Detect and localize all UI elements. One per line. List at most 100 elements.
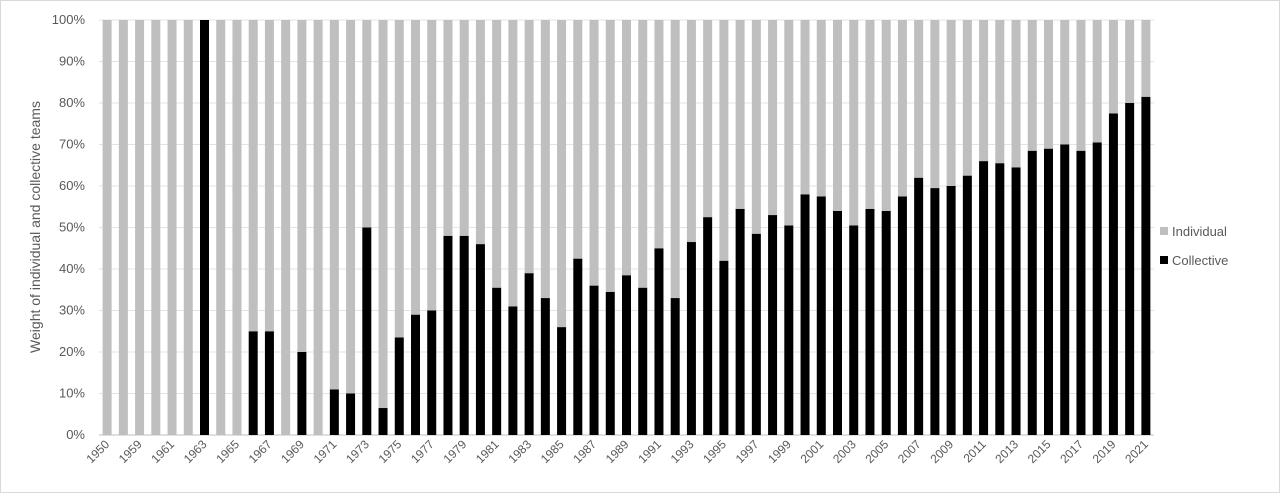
bar-individual [1011,20,1021,168]
bar-collective [459,235,469,435]
bar-collective [411,314,420,435]
bar-collective [816,196,826,435]
bar-collective [264,331,274,435]
x-tick-label: 1965 [213,437,242,466]
bar-collective [751,233,761,435]
bar-individual [1108,20,1118,114]
bar-individual [768,20,778,216]
bar-individual [897,20,907,197]
x-tick-label: 1979 [441,437,470,466]
bar-individual [995,20,1005,164]
x-tick-label: 1977 [408,437,437,466]
bar-individual [881,20,891,211]
bar-collective [540,298,550,435]
bar-individual [557,20,567,328]
x-tick-label: 1969 [278,437,307,466]
x-tick-label: 2021 [1122,437,1151,466]
x-tick-label: 1999 [765,437,794,466]
bar-collective [378,408,388,435]
bar-individual [1141,20,1151,97]
bar-individual [686,20,696,243]
bar-collective [719,260,729,435]
bar-individual [492,20,502,288]
bar-collective [1044,148,1053,435]
bar-collective [1141,96,1151,436]
legend-swatch-collective [1160,256,1168,264]
x-tick-label: 1991 [635,437,664,466]
bar-collective [670,298,680,435]
bar-collective [800,194,810,435]
x-tick-label: 1997 [733,437,762,466]
x-tick-label: 2007 [895,437,924,466]
bar-collective [605,291,615,435]
y-tick-label: 20% [59,344,85,359]
y-tick-label: 0% [66,427,85,442]
x-tick-label: 1989 [603,437,632,466]
bar-individual [524,20,534,274]
bar-collective [784,225,794,435]
bar-individual [102,20,112,435]
y-tick-label: 60% [59,178,85,193]
x-tick-label: 2009 [927,437,956,466]
bar-collective [1076,150,1086,435]
x-tick-labels: 1950 1959 1961 1963 1965 1967 1969 1971 1973 1975… [83,437,1151,466]
y-axis-title: Weight of individual and collective team… [27,101,43,353]
bar-individual [394,20,404,338]
x-tick-label: 1963 [181,437,210,466]
bar-individual [784,20,794,226]
bar-individual [135,20,145,435]
bar-individual [833,20,842,211]
bar-individual [589,20,599,286]
bar-individual [1092,20,1102,143]
bar-individual [573,20,583,259]
x-tick-label: 1967 [246,437,275,466]
bar-individual [281,20,291,435]
bar-individual [622,20,631,276]
bar-collective [881,210,891,435]
bar-collective [573,258,583,435]
x-tick-label: 2013 [992,437,1021,466]
bar-individual [151,20,161,435]
bar-individual [443,20,453,236]
legend-label-collective: Collective [1172,253,1228,268]
bar-individual [703,20,713,218]
x-tick-label: 1995 [700,437,729,466]
bar-individual [914,20,924,178]
bar-collective [557,327,567,435]
x-tick-label: 2001 [798,437,827,466]
x-tick-label: 1975 [376,437,405,466]
bar-collective [1060,144,1070,435]
legend: Individual Collective [1160,224,1228,268]
bar-collective [589,285,599,435]
bar-collective [492,287,502,435]
legend-swatch-individual [1160,227,1168,235]
y-tick-label: 80% [59,95,85,110]
bar-collective [995,163,1005,436]
bar-collective [979,161,989,435]
bar-individual [329,20,339,390]
bar-individual [297,20,307,352]
bar-individual [378,20,388,409]
x-tick-label: 2019 [1090,437,1119,466]
bar-individual [540,20,550,299]
x-tick-label: 1987 [570,437,599,466]
bar-collective [1125,103,1135,435]
x-tick-label: 2003 [830,437,859,466]
bar-individual [946,20,956,186]
bar-collective [362,227,372,435]
x-tick-label: 1961 [148,437,177,466]
bar-collective [703,217,713,435]
bar-collective [1092,142,1102,436]
legend-label-individual: Individual [1172,224,1227,239]
bar-individual [1125,20,1135,103]
bar-collective [200,20,209,435]
bar-individual [800,20,810,195]
bar-individual [865,20,875,209]
y-tick-label: 100% [52,12,86,27]
bar-collective [735,208,745,435]
bar-individual [459,20,469,236]
bar-individual [183,20,193,435]
bar-individual [346,20,356,394]
x-tick-label: 1983 [505,437,534,466]
bar-collective [849,225,859,435]
